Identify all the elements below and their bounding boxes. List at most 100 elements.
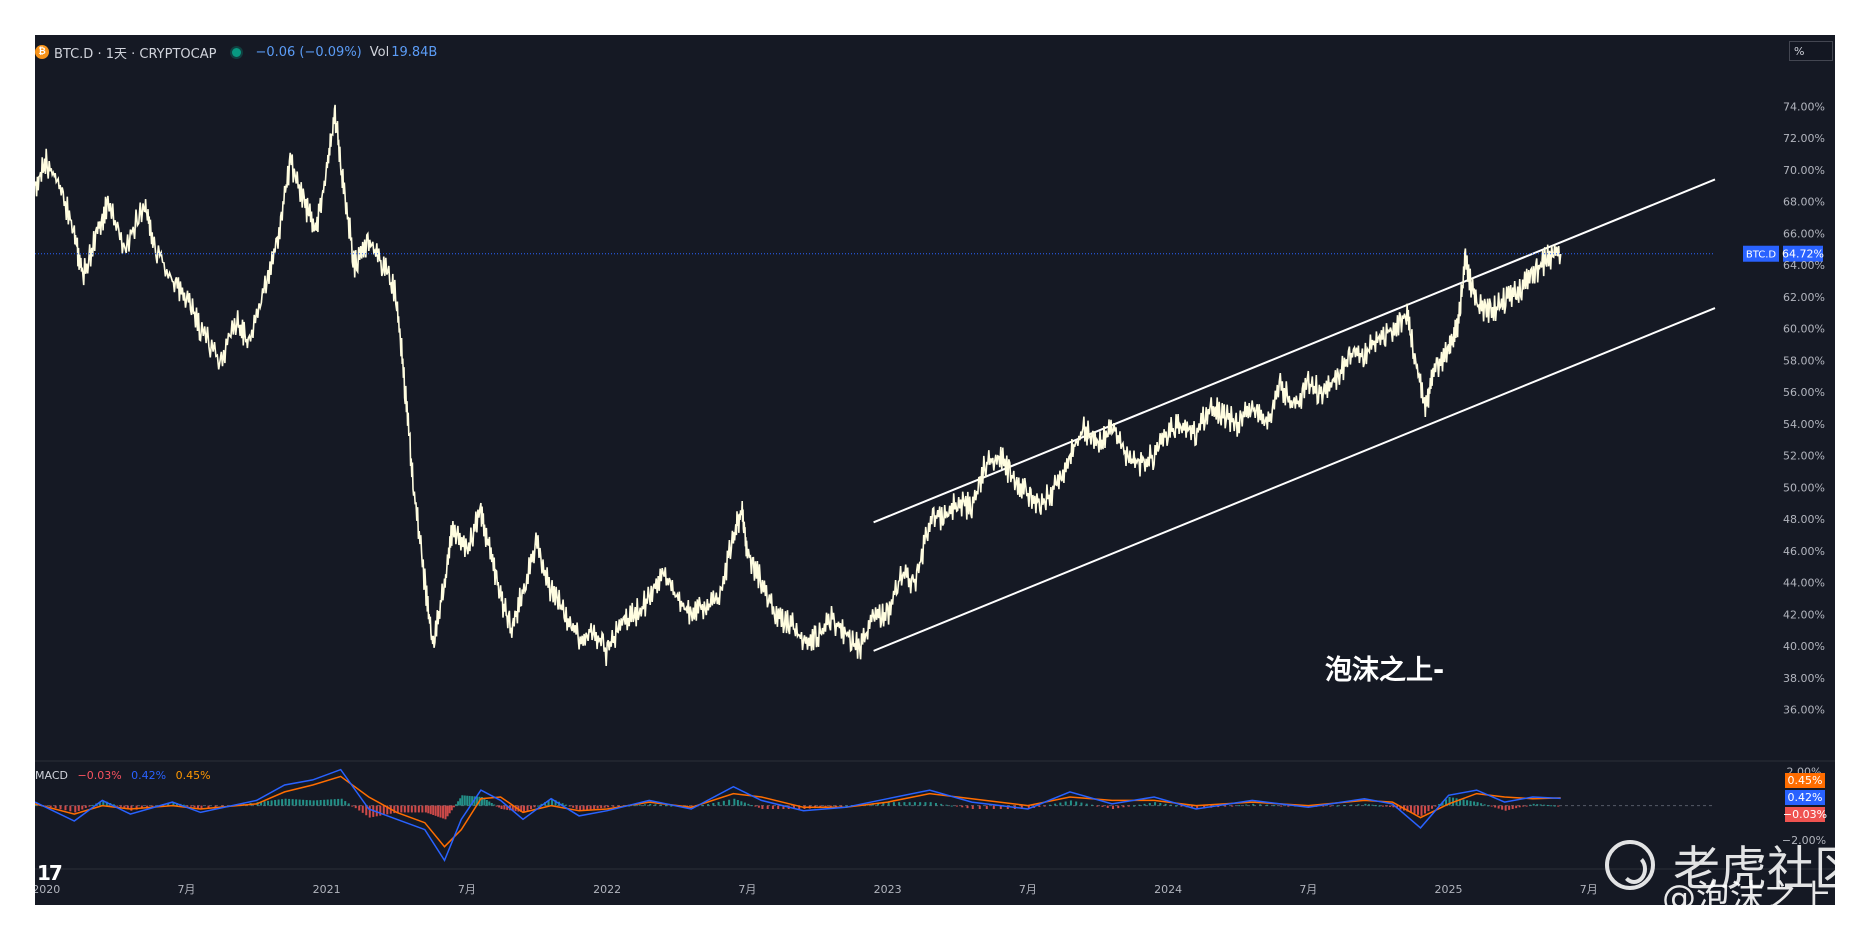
macd-legend: MACD −0.03% 0.42% 0.45% (35, 769, 211, 782)
macd-histogram-bar (459, 798, 462, 806)
macd-histogram-bar (1343, 805, 1346, 807)
last-price-symbol-badge (1743, 245, 1779, 262)
macd-histogram-bar (396, 805, 399, 813)
macd-histogram-bar (1536, 804, 1539, 806)
macd-histogram-bar (1154, 802, 1157, 806)
macd-histogram-bar (1374, 805, 1377, 807)
macd-histogram-bar (488, 801, 491, 806)
macd-label[interactable]: MACD (35, 769, 68, 782)
macd-histogram-bar (298, 799, 301, 806)
macd-histogram-bar (340, 798, 343, 806)
macd-histogram-bar (575, 805, 578, 810)
macd-histogram-bar (934, 803, 937, 806)
y-tick-label: 52.00% (1783, 450, 1825, 463)
macd-histogram-bar (659, 804, 662, 806)
symbol-title[interactable]: BTC.D · 1天 · CRYPTOCAP (54, 46, 217, 62)
macd-histogram-bar (326, 799, 329, 806)
y-tick-label: 62.00% (1783, 291, 1825, 304)
macd-histogram-bar (337, 798, 340, 806)
macd-histogram-bar (361, 805, 364, 813)
macd-value-badge (1785, 807, 1825, 822)
macd-histogram-bar (277, 799, 280, 806)
scale-percent-button[interactable]: % (1789, 41, 1833, 61)
macd-histogram-bar (586, 805, 589, 810)
tradingview-logo[interactable]: 17 (37, 861, 63, 885)
macd-histogram-bar (845, 805, 848, 807)
chart-frame: BTC.D 64.72% 36.00% 38.00% 40.00% 42.00% 44.0… (35, 35, 1835, 905)
macd-histogram-bar (971, 805, 974, 809)
macd-histogram-bar (1252, 803, 1255, 806)
macd-histogram-bar (1048, 804, 1051, 806)
y-tick-label: 40.00% (1783, 640, 1825, 653)
macd-histogram-bar (463, 795, 466, 806)
macd-histogram-bar (511, 805, 514, 811)
macd-histogram-bar (305, 800, 308, 806)
macd-histogram-bar (520, 805, 523, 812)
macd-histogram-bar (1027, 805, 1030, 809)
macd-histogram-bar (1280, 805, 1283, 807)
macd-histogram-bar (1483, 804, 1486, 806)
macd-histogram-bar (351, 805, 354, 807)
macd-histogram-bar (207, 805, 210, 809)
macd-histogram-bar (503, 805, 506, 810)
chart-header: ₿ BTC.D · 1天 · CRYPTOCAP −0.06 (−0.09%) … (35, 43, 437, 62)
macd-histogram-bar (1487, 805, 1490, 807)
macd-histogram-bar (448, 805, 451, 814)
macd-histogram-bar (1336, 805, 1339, 807)
macd-histogram-bar (924, 802, 927, 806)
macd-histogram-bar (740, 801, 743, 806)
macd-histogram-bar (135, 805, 138, 810)
macd-histogram-bar (1043, 805, 1046, 807)
macd-histogram-bar (358, 805, 361, 811)
macd-histogram-bar (1445, 799, 1448, 806)
y-tick-label: 50.00% (1783, 481, 1825, 494)
channel-line-upper (873, 178, 1716, 524)
macd-histogram-bar (330, 799, 333, 806)
macd-histogram-bar (457, 801, 460, 806)
x-tick-label: 7月 (1299, 883, 1317, 896)
macd-histogram-bar (312, 800, 315, 806)
macd-histogram-bar (736, 800, 739, 806)
macd-histogram-bar (270, 800, 273, 806)
macd-histogram-bar (1075, 801, 1078, 806)
y-tick-label: 74.00% (1783, 100, 1825, 113)
macd-histogram-bar (782, 805, 785, 809)
macd-histogram-bar (302, 799, 305, 806)
macd-histogram-bar (429, 805, 432, 815)
macd-histogram-bar (1441, 801, 1444, 806)
x-tick-label: 2020 (35, 883, 60, 896)
y-tick-label: 70.00% (1783, 164, 1825, 177)
macd-histogram-bar (1111, 805, 1114, 809)
author-watermark: 泡沫之上- (1325, 655, 1445, 686)
macd-histogram-bar (347, 803, 350, 806)
macd-histogram-bar (903, 802, 906, 806)
macd-histogram-bar (1494, 805, 1497, 808)
macd-histogram-bar (1501, 805, 1504, 810)
macd-histogram-bar (1417, 805, 1420, 815)
macd-histogram-bar (473, 796, 476, 806)
macd-histogram-bar (523, 805, 526, 813)
last-price-symbol: BTC.D (1746, 250, 1777, 261)
macd-histogram-bar (547, 800, 550, 806)
macd-histogram-bar (798, 805, 801, 809)
macd-histogram-bar (1101, 805, 1104, 807)
macd-histogram-bar (186, 805, 189, 807)
macd-histogram-bar (617, 805, 620, 807)
macd-histogram-bar (1329, 805, 1332, 807)
macd-histogram-bar (777, 805, 780, 809)
macd-histogram-bar (665, 805, 667, 807)
macd-histogram-bar (1427, 805, 1430, 812)
macd-histogram-bar (526, 805, 529, 811)
macd-histogram-bar (754, 805, 757, 807)
macd-histogram-bar (643, 804, 646, 806)
macd-histogram-bar (172, 802, 175, 806)
macd-histogram-bar (612, 805, 615, 807)
macd-histogram-bar (1466, 800, 1469, 806)
macd-histogram-bar (54, 805, 57, 809)
macd-histogram-bar (119, 805, 122, 807)
macd-histogram-bar (98, 801, 101, 806)
macd-histogram-bar (333, 799, 336, 806)
macd-histogram-bar (284, 798, 287, 806)
macd-histogram-bar (540, 803, 543, 806)
macd-histogram-bar (761, 805, 764, 809)
